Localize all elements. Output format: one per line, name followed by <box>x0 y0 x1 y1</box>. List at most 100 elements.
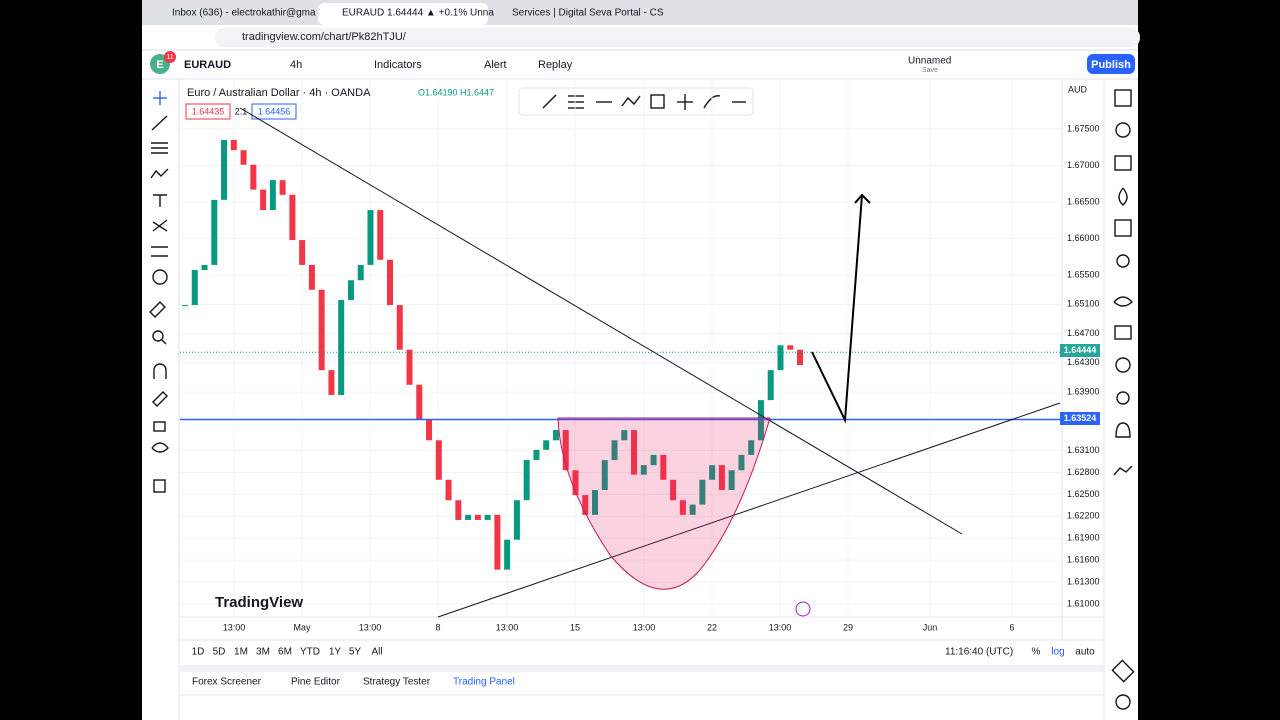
alert-button[interactable]: Alert <box>484 59 507 71</box>
candle <box>552 430 559 441</box>
range-button[interactable]: 5D <box>213 647 226 658</box>
candle <box>728 470 735 490</box>
candle <box>582 495 589 515</box>
x-tick-label: 29 <box>843 622 853 632</box>
cup-pattern[interactable] <box>557 417 771 590</box>
candle <box>455 500 462 520</box>
candle <box>650 454 657 466</box>
trend-line[interactable] <box>437 402 1061 618</box>
events-icon[interactable] <box>795 601 811 617</box>
panel-tab[interactable]: Trading Panel <box>453 677 515 688</box>
candle <box>465 514 472 520</box>
candle <box>357 264 364 281</box>
y-tick-label: 1.67500 <box>1067 123 1100 133</box>
range-button[interactable]: 5Y <box>349 647 362 658</box>
legend-open: O1.64190 <box>418 87 458 97</box>
candle <box>318 289 325 371</box>
candle <box>211 199 218 265</box>
indicators-button[interactable]: Indicators <box>374 59 422 71</box>
panel-tab[interactable]: Forex Screener <box>192 677 262 688</box>
x-tick-label: Jun <box>923 622 938 632</box>
range-button[interactable]: 3M <box>256 647 270 658</box>
active-tab[interactable] <box>318 3 488 25</box>
legend-high: H1.6447 <box>460 87 494 97</box>
tab-title[interactable]: Services | Digital Seva Portal - CS <box>512 8 664 19</box>
bid-price[interactable]: 1.64435 <box>192 106 225 116</box>
candle <box>777 345 784 371</box>
y-tick-label: 1.66000 <box>1067 233 1100 243</box>
publish-button[interactable] <box>1087 54 1135 74</box>
candle <box>631 430 638 475</box>
panel-tab[interactable]: Pine Editor <box>291 677 341 688</box>
gap <box>179 665 1104 672</box>
tab-title[interactable]: EURAUD 1.64444 ▲ +0.1% Unna <box>342 8 494 19</box>
right-toolbar[interactable] <box>1111 89 1135 710</box>
url[interactable]: tradingview.com/chart/Pk82hTJU/ <box>242 31 407 43</box>
y-tick-label: 1.61900 <box>1067 533 1100 543</box>
log-toggle[interactable]: log <box>1051 647 1064 658</box>
candle <box>543 440 550 450</box>
ask-price[interactable]: 1.64456 <box>258 106 291 116</box>
auto-toggle[interactable]: auto <box>1075 647 1095 658</box>
candle <box>396 305 403 350</box>
candle <box>689 504 696 515</box>
candle <box>240 150 247 165</box>
currency[interactable]: AUD <box>1068 84 1088 94</box>
candle <box>494 514 501 570</box>
address-bar[interactable] <box>215 28 1140 47</box>
candle <box>699 479 706 505</box>
y-tick-label: 1.67000 <box>1067 160 1100 170</box>
candle <box>748 440 755 455</box>
range-button[interactable]: 6M <box>278 647 292 658</box>
symbol[interactable]: EURAUD <box>184 59 231 71</box>
candle <box>269 180 276 211</box>
replay-button[interactable]: Replay <box>538 59 573 71</box>
x-tick-label: 8 <box>435 622 440 632</box>
x-tick-label: 15 <box>570 622 580 632</box>
trend-line[interactable] <box>239 107 963 535</box>
arrow-head <box>854 193 871 204</box>
range-button[interactable]: YTD <box>300 647 320 658</box>
x-tick-label: 13:00 <box>359 622 382 632</box>
y-tick-label: 1.62800 <box>1067 467 1100 477</box>
badge-count: 11 <box>166 54 173 61</box>
range-button[interactable]: 1Y <box>329 647 342 658</box>
range-button[interactable]: 1D <box>192 647 205 658</box>
projection-path[interactable] <box>811 194 863 424</box>
range-button[interactable]: All <box>371 647 382 658</box>
level-label: 1.63524 <box>1064 413 1097 423</box>
candle <box>562 430 569 471</box>
left-toolbar[interactable] <box>149 91 169 493</box>
candle <box>523 460 530 501</box>
candle <box>377 210 384 260</box>
spread: 2.1 <box>235 106 248 116</box>
range-button[interactable]: 1M <box>234 647 248 658</box>
candle <box>738 454 745 471</box>
candle <box>621 430 628 441</box>
badge <box>164 51 176 63</box>
candle <box>592 489 598 515</box>
y-tick-label: 1.64300 <box>1067 357 1100 367</box>
panel-tab[interactable]: Strategy Tester <box>363 677 431 688</box>
candle <box>406 349 413 385</box>
publish-label[interactable]: Publish <box>1091 59 1131 71</box>
x-tick-label: 13:00 <box>769 622 792 632</box>
clock: 11:16:40 (UTC) <box>945 647 1013 658</box>
candle <box>718 465 725 490</box>
tab-title[interactable]: Inbox (636) - electrokathir@gma <box>172 8 316 19</box>
candle <box>679 500 686 515</box>
candle <box>533 449 540 461</box>
layout-name[interactable]: Unnamed <box>908 56 951 67</box>
x-tick-label: 13:00 <box>223 622 246 632</box>
buy-box[interactable] <box>251 103 297 120</box>
candle <box>670 479 677 501</box>
sell-box[interactable] <box>185 103 231 120</box>
window <box>142 0 1138 720</box>
interval[interactable]: 4h <box>290 59 302 71</box>
percent-toggle[interactable]: % <box>1032 647 1041 658</box>
candle <box>484 514 491 520</box>
y-tick-label: 1.61300 <box>1067 576 1100 586</box>
x-tick-label: May <box>293 622 311 632</box>
